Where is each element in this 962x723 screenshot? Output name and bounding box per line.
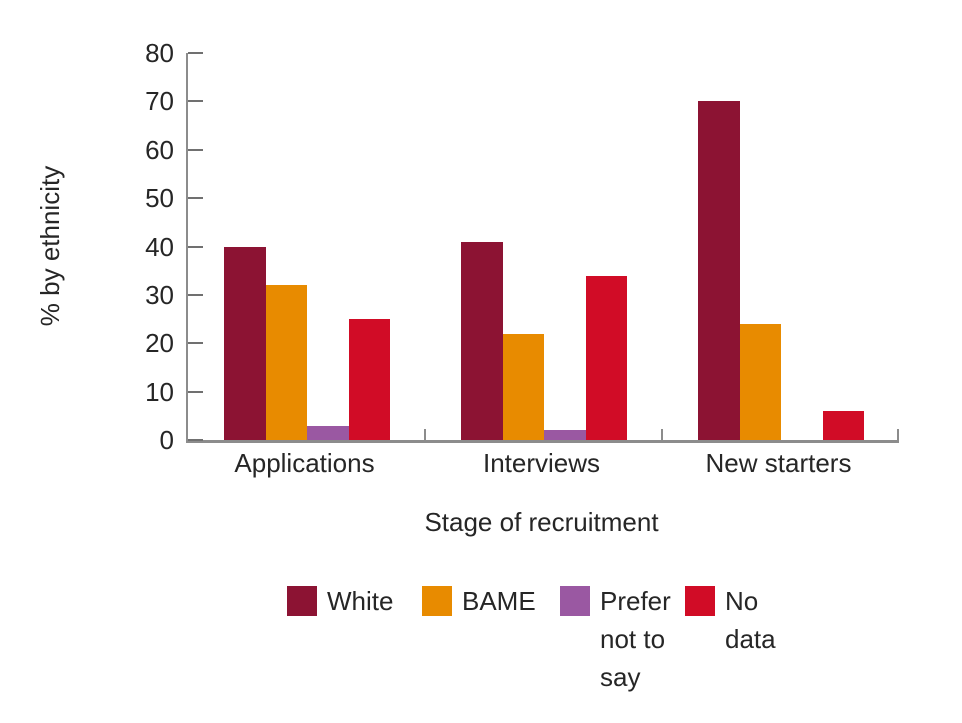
y-tick-10 [188,390,203,393]
y-tick-70 [188,100,203,103]
y-tick-label-70: 70 [145,86,174,117]
bar-prefer-not-to-say-applications [307,425,349,440]
y-axis-title: % by ethnicity [35,165,65,327]
bar-no-data-interviews [585,275,627,440]
y-tick-80 [188,52,203,54]
bar-white-interviews [461,241,503,440]
y-tick-60 [188,148,203,151]
bar-bame-new-starters [739,323,781,440]
y-tick-label-80: 80 [145,38,174,68]
legend-swatch-white [287,586,317,616]
legend-label-no-data: No data [725,586,776,654]
plot-area [186,52,899,443]
bar-bame-interviews [502,333,544,440]
y-tick-0 [188,439,203,441]
x-tick-3 [897,429,899,440]
y-tick-label-30: 30 [145,279,174,310]
bar-bame-applications [265,285,307,440]
y-tick-50 [188,197,203,200]
y-tick-label-20: 20 [145,328,174,359]
bar-no-data-new-starters [822,410,864,440]
y-tick-label-60: 60 [145,134,174,165]
legend-label-prefer-not-to-say: Prefer not to say [600,586,671,692]
x-tick-2 [661,429,663,440]
category-label-applications: Applications [234,448,375,478]
bar-no-data-applications [348,319,390,440]
bar-white-new-starters [698,101,740,440]
legend-label-bame: BAME [462,586,536,616]
legend: White BAME Prefer not to say No data [287,580,907,710]
legend-label-white: White [327,586,394,616]
y-tick-30 [188,293,203,296]
y-tick-label-0: 0 [159,425,174,455]
y-tick-label-50: 50 [145,183,174,214]
y-tick-20 [188,342,203,345]
bar-prefer-not-to-say-interviews [544,430,586,440]
y-tick-label-10: 10 [145,376,174,407]
legend-swatch-bame [422,586,452,616]
legend-swatch-prefer-not-to-say [560,586,590,616]
category-label-new-starters: New starters [705,448,852,478]
bar-white-applications [224,246,266,440]
legend-swatch-no-data [685,586,715,616]
y-tick-label-40: 40 [145,231,174,262]
x-axis-title: Stage of recruitment [424,507,659,537]
x-tick-1 [424,429,426,440]
y-tick-40 [188,245,203,248]
category-label-interviews: Interviews [482,448,601,478]
